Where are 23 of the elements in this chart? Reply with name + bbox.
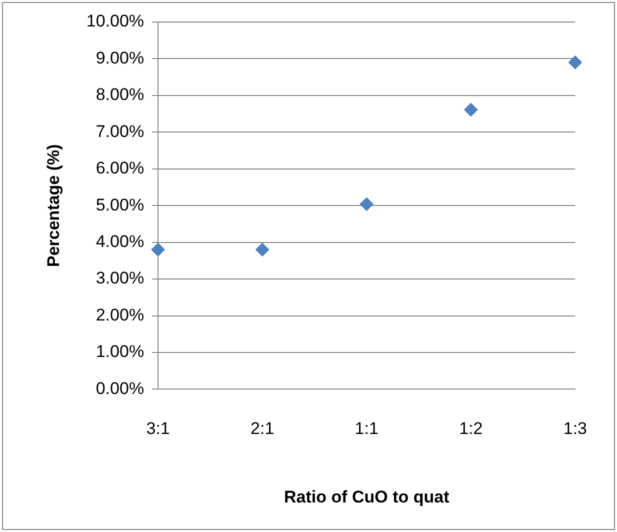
- x-tick-label: 1:3: [563, 419, 588, 438]
- y-tick-label: 6.00%: [96, 158, 144, 178]
- y-tick-label: 3.00%: [96, 268, 144, 288]
- y-tick-label: 5.00%: [96, 195, 144, 214]
- y-axis-title: Percentage (%): [44, 144, 63, 268]
- x-axis-title: Ratio of CuO to quat: [284, 487, 450, 506]
- x-tick-label: 2:1: [250, 419, 274, 438]
- point: [151, 242, 166, 257]
- y-tick-label: 7.00%: [96, 122, 144, 141]
- y-tick-label: 2.00%: [96, 305, 144, 324]
- y-tick-label: 0.00%: [96, 378, 144, 398]
- y-tick-label: 1.00%: [96, 342, 144, 362]
- x-tick-label: 1:2: [459, 419, 483, 438]
- y-tick-label: 9.00%: [96, 48, 144, 68]
- point: [568, 55, 582, 70]
- y-tick-label: 8.00%: [96, 85, 144, 104]
- y-tick-label: 4.00%: [96, 232, 144, 252]
- x-tick-label: 3:1: [146, 419, 170, 438]
- point: [255, 242, 270, 257]
- y-tick-label: 10.00%: [86, 12, 144, 31]
- x-tick-label: 1:1: [354, 419, 378, 438]
- point: [464, 102, 478, 117]
- point: [360, 197, 374, 212]
